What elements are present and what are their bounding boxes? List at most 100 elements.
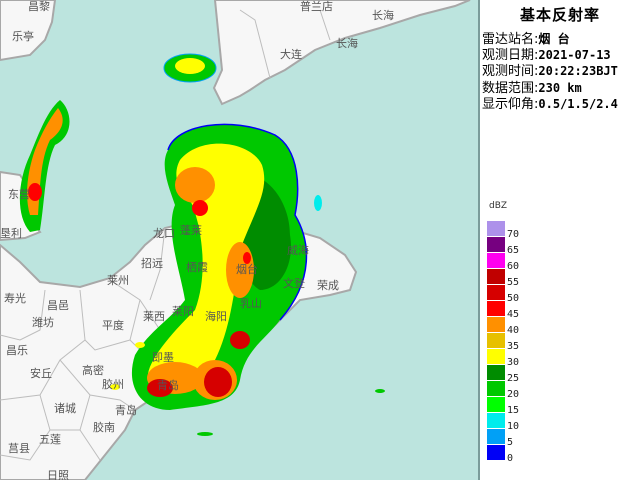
place-label: 即墨: [152, 351, 174, 364]
legend-label: 0: [507, 453, 514, 464]
echo-cell-red: [147, 379, 173, 397]
echo-cell-red: [230, 331, 250, 349]
legend-swatch: [487, 413, 505, 428]
info-panel: 基本反射率 雷达站名:烟 台 观测日期:2021-07-13 观测时间:20:2…: [478, 0, 640, 480]
echo-cell-red: [204, 367, 232, 397]
info-row-time: 观测时间:20:22:23BJT: [482, 63, 618, 80]
place-label: 东营: [8, 187, 30, 201]
info-key: 雷达站名:: [482, 32, 539, 47]
place-label: 昌黎: [28, 0, 50, 13]
place-label: 五莲: [39, 433, 61, 446]
place-label: 乐亭: [12, 29, 34, 43]
echo-small: [135, 342, 145, 348]
info-key: 显示仰角:: [482, 97, 539, 112]
place-label: 诸城: [54, 402, 76, 415]
info-row-station: 雷达站名:烟 台: [482, 31, 570, 48]
place-label: 威海: [287, 243, 309, 257]
place-label: 胶州: [102, 377, 124, 391]
legend-label: 15: [507, 405, 520, 416]
place-label: 龙口: [153, 227, 175, 240]
place-label: 文登: [283, 276, 305, 290]
info-value: 0.5/1.5/2.4: [538, 97, 618, 111]
place-label: 青岛: [115, 403, 137, 417]
place-labels: 昌黎 乐亭 普兰店 大连 长海 长海 东营 垦利 龙口 蓬莱 招远 栖霞 烟台 …: [0, 0, 394, 480]
place-label: 海阳: [205, 309, 227, 323]
info-key: 观测日期:: [482, 48, 539, 63]
legend-swatch: [487, 381, 505, 396]
info-key: 数据范围:: [482, 81, 539, 96]
legend-swatch: [487, 221, 505, 236]
legend-label: 40: [507, 325, 520, 336]
echo-cell-red: [243, 252, 251, 264]
echo-small: [375, 389, 385, 393]
info-value: 2021-07-13: [538, 48, 611, 62]
legend-label: 60: [507, 261, 520, 272]
legend-label: 70: [507, 229, 520, 240]
legend-swatch: [487, 445, 505, 460]
legend-label: 55: [507, 277, 520, 288]
legend-swatch: [487, 365, 505, 380]
echo-small: [314, 195, 322, 211]
legend-label: 65: [507, 245, 520, 256]
place-label: 高密: [82, 363, 104, 377]
legend-label: 10: [507, 421, 520, 432]
info-value: 20:22:23BJT: [538, 64, 618, 78]
place-label: 平度: [102, 318, 124, 332]
legend-label: 5: [507, 437, 514, 448]
place-label: 大连: [280, 47, 302, 61]
echo-small: [197, 432, 213, 436]
place-label: 日照: [47, 469, 69, 480]
place-label: 胶南: [93, 420, 115, 434]
legend-swatch: [487, 269, 505, 284]
legend-label: 25: [507, 373, 520, 384]
info-row-range: 数据范围:230 km: [482, 80, 582, 97]
legend-swatch: [487, 301, 505, 316]
legend-unit: dBZ: [489, 201, 508, 211]
place-label: 青岛: [157, 378, 179, 392]
info-row-date: 观测日期:2021-07-13: [482, 47, 611, 64]
place-label: 荣成: [317, 279, 339, 292]
place-label: 安丘: [30, 366, 52, 380]
place-label: 莱阳: [172, 305, 194, 318]
place-label: 莱西: [143, 310, 165, 323]
legend-label: 20: [507, 389, 520, 400]
echo-cell-orange: [175, 167, 215, 203]
place-label: 普兰店: [300, 0, 333, 13]
place-label: 莒县: [8, 442, 30, 455]
place-label: 昌乐: [6, 344, 28, 357]
place-label: 长海: [372, 8, 394, 22]
echo-small: [110, 384, 120, 390]
land-hebei: [0, 0, 57, 62]
legend-swatch: [487, 333, 505, 348]
place-label: 寿光: [4, 291, 26, 305]
echo-area-yellow: [147, 143, 265, 389]
place-label: 乳山: [240, 297, 262, 310]
legend-label: 50: [507, 293, 520, 304]
info-value: 烟 台: [538, 32, 570, 46]
legend-swatch: [487, 429, 505, 444]
place-label: 蓬莱: [180, 224, 202, 237]
echo-area-blue-edge: [167, 123, 308, 321]
radar-echoes: [19, 53, 385, 436]
info-value: 230 km: [538, 81, 582, 95]
radar-map: 昌黎 乐亭 普兰店 大连 长海 长海 东营 垦利 龙口 蓬莱 招远 栖霞 烟台 …: [0, 0, 478, 480]
echo-cell-red: [28, 183, 42, 201]
legend-swatch: [487, 253, 505, 268]
product-title: 基本反射率: [519, 6, 600, 24]
legend-swatch: [487, 397, 505, 412]
echo-blob-north-core: [175, 58, 205, 74]
legend-swatch: [487, 237, 505, 252]
place-label: 莱州: [107, 274, 129, 287]
place-label: 烟台: [236, 262, 258, 276]
info-row-elevation: 显示仰角:0.5/1.5/2.4: [482, 96, 618, 113]
legend-swatch: [487, 317, 505, 332]
legend-label: 30: [507, 357, 520, 368]
legend-label: 45: [507, 309, 520, 320]
echo-cell-red: [192, 200, 208, 216]
place-label: 垦利: [0, 227, 22, 240]
place-label: 栖霞: [186, 260, 208, 274]
place-label: 昌邑: [47, 299, 69, 312]
place-label: 潍坊: [32, 315, 54, 329]
place-label: 招远: [141, 256, 163, 270]
land-liaodong: [212, 0, 471, 106]
